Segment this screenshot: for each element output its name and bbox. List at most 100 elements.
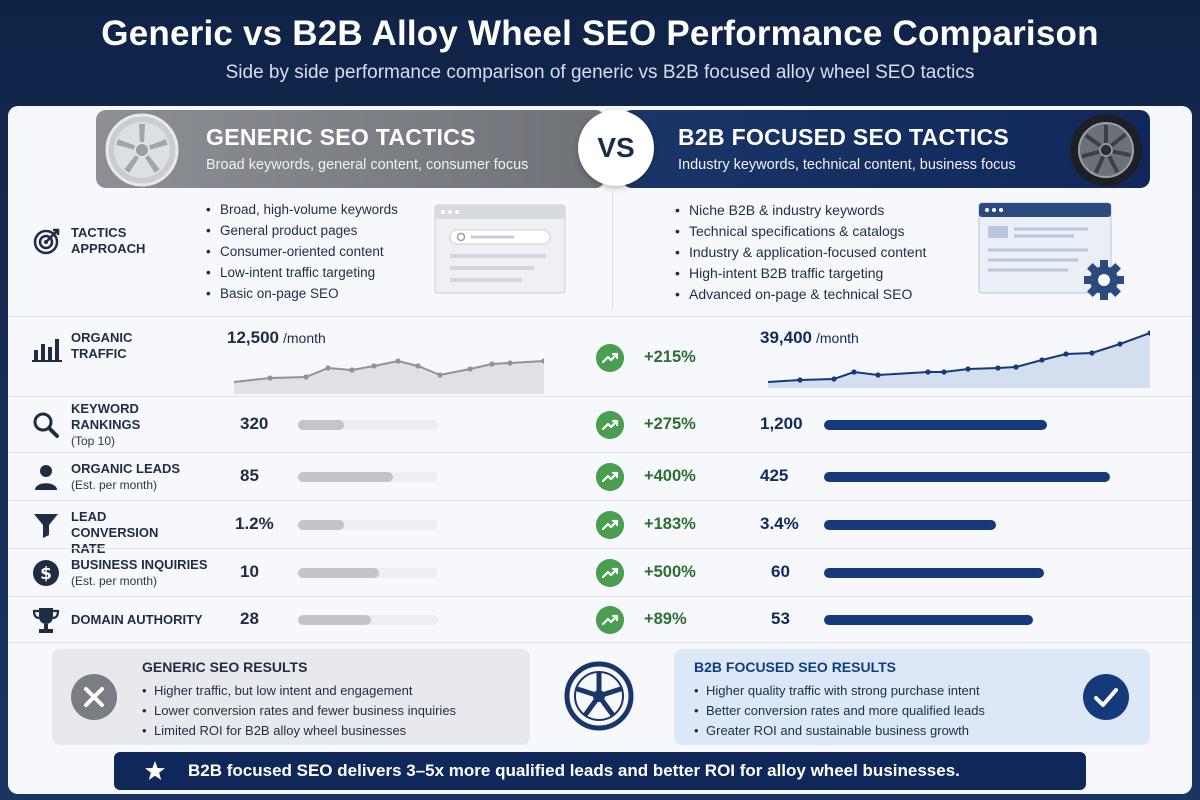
generic-traffic-number: 12,500 — [227, 328, 279, 347]
sparkline-point — [1117, 341, 1123, 347]
b2b-traffic-value: 39,400/month — [760, 328, 859, 348]
sparkline-point — [467, 366, 473, 372]
business-inquiries-b2b-bar — [824, 568, 1110, 578]
trend-up-icon — [596, 606, 624, 634]
lead-conversion-rate-b2b-value: 3.4% — [760, 514, 799, 533]
list-item: Lower conversion rates and fewer busines… — [142, 701, 456, 721]
keyword-rankings-b2b-value: 1,200 — [760, 414, 803, 433]
check-circle-icon — [1083, 674, 1129, 720]
lead-conversion-rate-label: LEAD CONVERSION RATE — [71, 509, 183, 557]
sparkline-point — [941, 369, 947, 375]
row-divider — [8, 316, 1192, 317]
sparkline-point — [1089, 350, 1095, 356]
keyword-rankings-b2b-bar-fill — [824, 420, 1048, 430]
b2b-subtitle: Industry keywords, technical content, bu… — [678, 157, 1016, 173]
keyword-rankings-generic-bar-fill — [298, 420, 345, 430]
header: Generic vs B2B Alloy Wheel SEO Performan… — [0, 0, 1200, 100]
list-item: Broad, high-volume keywords — [206, 199, 398, 220]
row-divider — [8, 452, 1192, 453]
magnifier-icon — [32, 411, 60, 444]
domain-authority-generic-value: 28 — [240, 609, 259, 628]
generic-results-list: Higher traffic, but low intent and engag… — [142, 681, 456, 741]
keyword-rankings-generic-bar — [298, 420, 438, 430]
generic-traffic-unit: /month — [283, 330, 326, 346]
trend-up-icon — [596, 411, 624, 439]
growth-value: +215% — [644, 348, 696, 366]
sparkline-point — [1039, 357, 1045, 363]
b2b-title: B2B FOCUSED SEO TACTICS — [678, 124, 1010, 150]
b2b-bullets: Niche B2B & industry keywords Technical … — [675, 200, 926, 305]
business-inquiries-generic-value: 10 — [240, 562, 259, 581]
list-item: Technical specifications & catalogs — [675, 221, 926, 242]
bar-chart-icon — [32, 339, 62, 362]
silver-wheel-icon — [105, 113, 179, 187]
domain-authority-generic-bar — [298, 615, 438, 625]
sparkline-point — [395, 358, 401, 364]
organic-leads-b2b-value: 425 — [760, 466, 789, 485]
row-divider — [8, 500, 1192, 501]
row-divider — [8, 396, 1192, 397]
sparkline-point — [1013, 364, 1019, 370]
list-item: Niche B2B & industry keywords — [675, 200, 926, 221]
lead-conversion-rate-generic-bar-fill — [298, 520, 345, 530]
list-item: Better conversion rates and more qualifi… — [694, 701, 985, 721]
organic-leads-b2b-bar-fill — [824, 472, 1110, 482]
domain-authority-b2b-bar-fill — [824, 615, 1033, 625]
organic-leads-sublabel: (Est. per month) — [71, 478, 158, 492]
list-item: High-intent B2B traffic targeting — [675, 263, 926, 284]
list-item: Higher quality traffic with strong purch… — [694, 681, 985, 701]
lead-conversion-rate-b2b-bar — [824, 520, 1110, 530]
list-item: Advanced on-page & technical SEO — [675, 284, 926, 305]
b2b-results-list: Higher quality traffic with strong purch… — [694, 681, 985, 741]
generic-traffic-value: 12,500/month — [227, 328, 326, 348]
sparkline-point — [1063, 351, 1069, 357]
lead-conversion-rate-generic-bar — [298, 520, 438, 530]
page-subtitle: Side by side performance comparison of g… — [225, 62, 975, 83]
sparkline-point — [437, 372, 443, 378]
domain-authority-label: DOMAIN AUTHORITY — [71, 612, 203, 628]
sparkline-point — [349, 367, 355, 373]
b2b-sparkline-area — [768, 333, 1150, 388]
generic-banner: GENERIC SEO TACTICS Broad keywords, gene… — [96, 110, 604, 188]
bottom-banner: B2B focused SEO delivers 3–5x more quali… — [114, 752, 1086, 790]
person-icon — [32, 463, 60, 496]
row-divider — [8, 596, 1192, 597]
keyword-rankings-label-text: KEYWORD RANKINGS — [71, 401, 141, 432]
sparkline-point — [303, 374, 309, 380]
sparkline-point — [965, 366, 971, 372]
domain-authority-label-text: DOMAIN AUTHORITY — [71, 612, 203, 627]
gear-icon — [1084, 260, 1124, 300]
sparkline-point — [371, 363, 377, 369]
list-item: Greater ROI and sustainable business gro… — [694, 721, 985, 741]
business-inquiries-sublabel: (Est. per month) — [71, 574, 158, 588]
sparkline-point — [325, 365, 331, 371]
sparkline-point — [489, 361, 495, 367]
business-inquiries-label-text: BUSINESS INQUIRIES — [71, 557, 208, 572]
business-inquiries-b2b-value: 60 — [771, 562, 790, 581]
b2b-traffic-number: 39,400 — [760, 328, 812, 347]
traffic-label-line2: TRAFFIC — [71, 346, 127, 361]
lead-conversion-rate-b2b-bar-fill — [824, 520, 996, 530]
svg-text:$: $ — [40, 564, 52, 584]
b2b-results-panel: B2B FOCUSED SEO RESULTS Higher quality t… — [674, 649, 1150, 745]
sparkline-point — [831, 376, 837, 382]
list-item: Limited ROI for B2B alloy wheel business… — [142, 721, 456, 741]
funnel-icon — [32, 511, 60, 544]
organic-leads-generic-value: 85 — [240, 466, 259, 485]
sparkline-point — [1147, 330, 1150, 336]
keyword-rankings-generic-value: 320 — [240, 414, 269, 433]
page-title: Generic vs B2B Alloy Wheel SEO Performan… — [101, 14, 1099, 53]
domain-authority-generic-bar-fill — [298, 615, 371, 625]
sparkline-point — [415, 363, 421, 369]
business-inquiries-label: BUSINESS INQUIRIES (Est. per month) — [71, 557, 208, 589]
dollar-icon: $ — [32, 559, 60, 592]
trend-up-icon — [596, 559, 624, 587]
bottom-banner-text: B2B focused SEO delivers 3–5x more quali… — [188, 761, 960, 780]
star-icon — [145, 761, 165, 780]
growth-value: +500% — [644, 563, 696, 581]
generic-bullets: Broad, high-volume keywords General prod… — [206, 199, 398, 304]
b2b-traffic-sparkline — [767, 330, 1150, 388]
tactics-label: TACTICS APPROACH — [71, 225, 145, 257]
center-divider — [612, 190, 613, 310]
business-inquiries-generic-bar — [298, 568, 438, 578]
